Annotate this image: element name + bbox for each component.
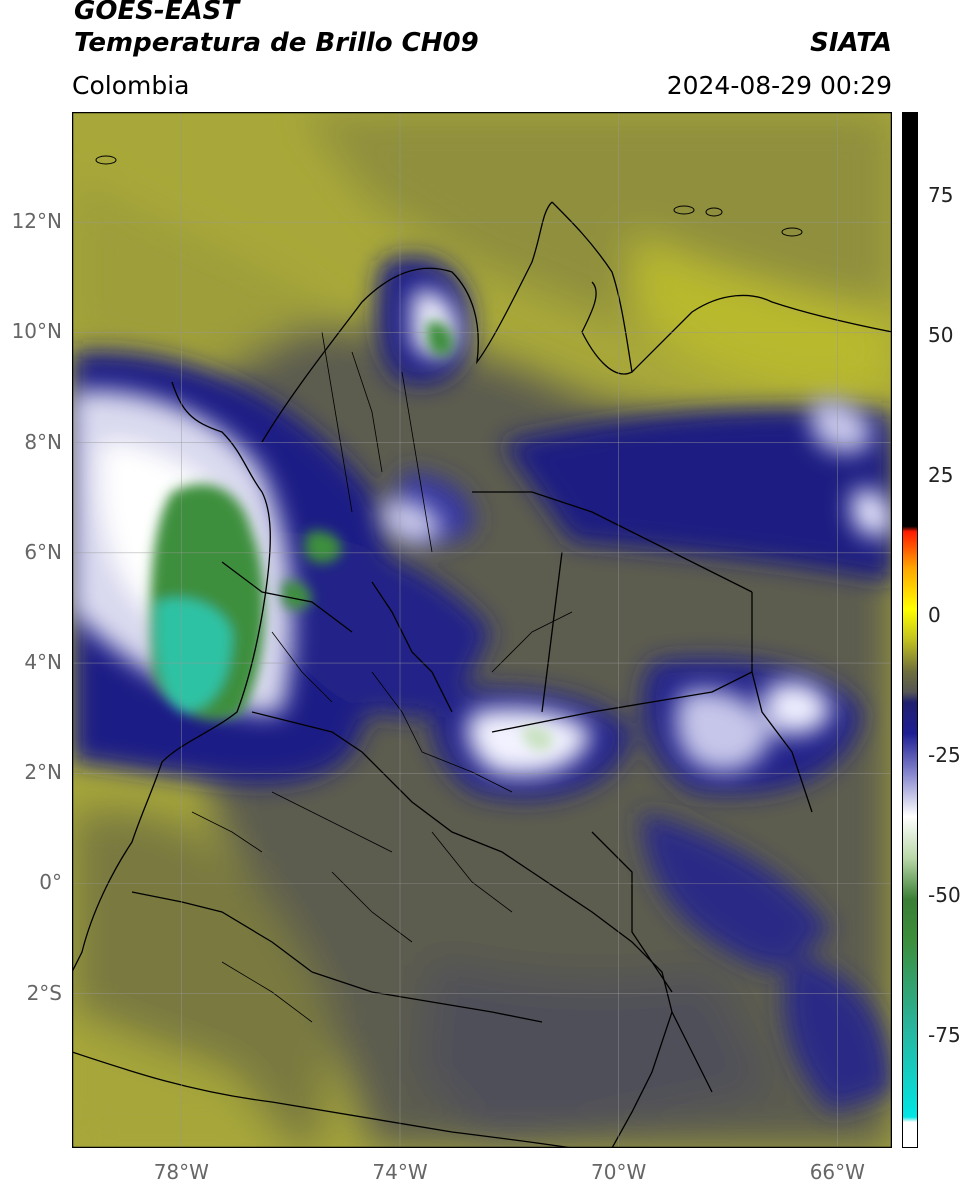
lat-tick-label: 6°N <box>24 539 62 564</box>
coastline-and-borders <box>72 201 892 1148</box>
colorbar-tick-label: 75 <box>928 183 954 207</box>
lat-tick-label: 10°N <box>11 319 62 344</box>
satellite-title: GOES-EAST <box>74 0 240 26</box>
coldest-cloud-cores <box>150 321 553 751</box>
colorbar-tick-label: -50 <box>928 883 961 907</box>
timestamp-label: 2024-08-29 00:29 <box>666 71 892 100</box>
colorbar-gradient <box>902 112 918 1148</box>
lon-tick-label: 70°W <box>591 1160 647 1184</box>
lat-tick-label: 4°N <box>24 650 62 675</box>
lon-tick-label: 66°W <box>809 1160 865 1184</box>
satellite-map <box>72 112 892 1148</box>
islands <box>95 155 803 237</box>
lat-tick-label: 0° <box>39 870 62 895</box>
colorbar-tick-label: 50 <box>928 323 954 347</box>
colorbar-frame <box>902 112 918 1148</box>
organization-label: SIATA <box>810 28 892 58</box>
lon-tick-label: 78°W <box>153 1160 209 1184</box>
lon-tick-label: 74°W <box>372 1160 428 1184</box>
colorbar-tick-label: 25 <box>928 463 954 487</box>
gridlines <box>72 112 892 1148</box>
region-label: Colombia <box>72 71 190 100</box>
colorbar <box>902 112 918 1148</box>
lat-tick-label: 12°N <box>11 209 62 234</box>
lat-tick-label: 2°N <box>24 760 62 785</box>
department-borders <box>191 331 573 1023</box>
colorbar-tick-label: 0 <box>928 603 941 627</box>
colorbar-tick-label: -25 <box>928 743 961 767</box>
colorbar-tick-label: -75 <box>928 1023 961 1047</box>
lat-tick-label: 8°N <box>24 429 62 454</box>
product-title: Temperatura de Brillo CH09 <box>74 28 479 58</box>
map-frame <box>72 112 892 1148</box>
lat-tick-label: 2°S <box>26 980 62 1005</box>
